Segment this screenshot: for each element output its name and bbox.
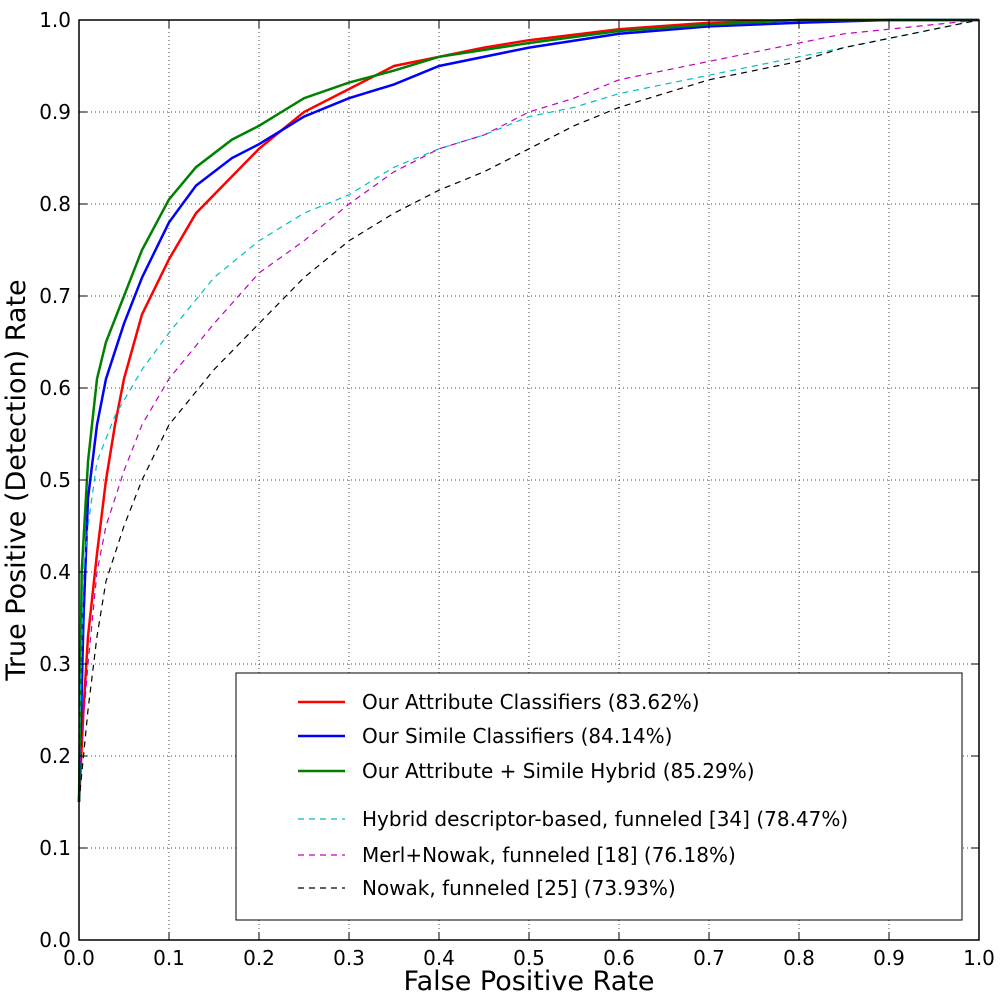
- x-tick-label: 0.6: [603, 946, 635, 970]
- legend-label-5: Nowak, funneled [25] (73.93%): [362, 876, 676, 900]
- y-tick-label: 0.0: [39, 928, 71, 952]
- x-tick-label: 0.0: [63, 946, 95, 970]
- x-tick-label: 0.7: [693, 946, 725, 970]
- y-tick-label: 1.0: [39, 8, 71, 32]
- x-axis-label: False Positive Rate: [404, 966, 655, 997]
- series-line-1: [77, 18, 979, 803]
- series-line-3: [78, 19, 980, 757]
- legend-label-2: Our Attribute + Simile Hybrid (85.29%): [362, 759, 755, 783]
- ticks: 0.0 0.1 0.2 0.3 0.4 0.5 0.6 0.7 0.8 0.9 1.0 0.0 0.1 0…: [39, 8, 995, 970]
- legend-label-4: Merl+Nowak, funneled [18] (76.18%): [362, 843, 736, 867]
- legend-label-1: Our Simile Classifiers (84.14%): [362, 724, 672, 748]
- y-tick-label: 0.9: [39, 100, 71, 124]
- x-tick-label: 0.2: [243, 946, 275, 970]
- legend: Our Attribute Classifiers (83.62%) Our Si…: [235, 672, 963, 921]
- x-tick-label: 0.5: [513, 946, 545, 970]
- series-group: [77, 18, 980, 803]
- y-axis-label: True Positive (Detection) Rate: [1, 279, 32, 681]
- x-tick-label: 0.9: [873, 946, 905, 970]
- y-tick-label: 0.6: [39, 376, 71, 400]
- y-tick-label: 0.5: [39, 468, 71, 492]
- y-tick-label: 0.7: [39, 284, 71, 308]
- legend-label-3: Hybrid descriptor-based, funneled [34] (…: [362, 807, 848, 831]
- x-tick-label: 0.8: [783, 946, 815, 970]
- y-tick-label: 0.8: [39, 192, 71, 216]
- series-line-2: [77, 18, 979, 803]
- series-line-4: [78, 19, 980, 775]
- legend-label-0: Our Attribute Classifiers (83.62%): [362, 690, 700, 714]
- y-tick-label: 0.3: [39, 652, 71, 676]
- x-tick-label: 0.1: [153, 946, 185, 970]
- y-tick-label: 0.2: [39, 744, 71, 768]
- y-tick-label: 0.1: [39, 836, 71, 860]
- y-tick-label: 0.4: [39, 560, 71, 584]
- x-tick-label: 0.3: [333, 946, 365, 970]
- x-tick-label: 0.4: [423, 946, 455, 970]
- grid: [79, 20, 979, 940]
- series-line-0: [77, 18, 979, 803]
- series-line-5: [78, 19, 980, 803]
- x-tick-label: 1.0: [963, 946, 995, 970]
- legend-box: [235, 672, 963, 921]
